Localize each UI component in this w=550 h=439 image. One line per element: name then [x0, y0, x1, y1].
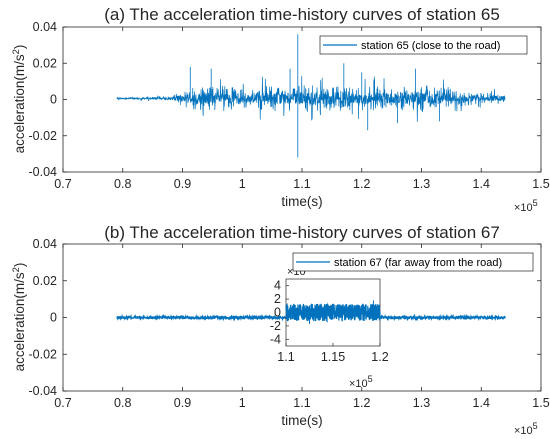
legend-label-b: station 67 (far away from the road): [334, 257, 502, 269]
x-tick-label: 1.3: [413, 396, 430, 410]
x-exponent-b: ×105: [514, 421, 538, 437]
inset-y-tick-label: 0: [274, 306, 281, 320]
x-tick-label: 1.1: [293, 177, 310, 191]
x-tick-label: 0.8: [114, 177, 131, 191]
y-tick-label: 0: [50, 93, 57, 107]
inset-trace-group: [285, 300, 381, 324]
x-tick-label: 1.1: [293, 396, 310, 410]
y-tick-label: 0: [50, 311, 57, 325]
y-tick-label: -0.04: [29, 165, 58, 179]
x-tick-label: 0.8: [114, 396, 131, 410]
chart-panel-a: (a) The acceleration time-history curves…: [11, 5, 550, 214]
x-exponent-a: ×105: [514, 198, 538, 214]
x-tick-label: 1: [239, 396, 246, 410]
x-tick-label: 0.7: [54, 396, 71, 410]
tick-group-a: 0.7 0.8 0.9 1 1.1 1.2 1.3 1.4 1.5 0.04 0.02 0 -0.02 -…: [29, 20, 550, 191]
x-tick-label: 0.9: [174, 177, 191, 191]
legend-label-a: station 65 (close to the road): [361, 40, 500, 52]
x-tick-label: 1.4: [473, 177, 490, 191]
y-tick-label: -0.02: [29, 347, 58, 361]
y-tick-label: -0.02: [29, 129, 58, 143]
chart-title-b: (b) The acceleration time-history curves…: [104, 223, 500, 242]
x-tick-label: 1.4: [473, 396, 490, 410]
chart-panel-b: (b) The acceleration time-history curves…: [11, 223, 550, 437]
inset-series-line: [285, 302, 381, 323]
inset-y-tick-label: 2: [274, 292, 281, 306]
x-tick-label: 0.7: [54, 177, 71, 191]
inset-x-tick-label: 1.1: [277, 350, 294, 364]
y-axis-label-b: acceleration(m/s2): [11, 263, 27, 372]
legend-box-b: [292, 252, 534, 272]
legend-a: station 65 (close to the road): [319, 35, 528, 55]
x-tick-label: 1.2: [353, 396, 370, 410]
tick-group-b: 0.7 0.8 0.9 1 1.1 1.2 1.3 1.4 1.5 0.04 0.02 0 -0.02 -…: [29, 237, 550, 410]
inset-x-tick-label: 1.15: [321, 350, 345, 364]
x-axis-label-a: time(s): [281, 194, 322, 209]
legend-box-a: [319, 35, 528, 55]
x-tick-label: 1.2: [353, 177, 370, 191]
legend-b: station 67 (far away from the road): [292, 252, 534, 272]
x-tick-label: 0.9: [174, 396, 191, 410]
y-tick-label: -0.04: [29, 384, 58, 398]
inset-y-tick-label: -4: [270, 332, 281, 346]
inset-x-exponent: ×105: [349, 374, 373, 390]
x-tick-label: 1: [239, 177, 246, 191]
y-tick-label: 0.02: [33, 56, 57, 70]
chart-title-a: (a) The acceleration time-history curves…: [104, 5, 500, 24]
inset-y-tick-label: -2: [270, 319, 281, 333]
series-line-station-65: [116, 75, 506, 122]
x-tick-label: 1.5: [532, 177, 549, 191]
trace-group-a: [116, 34, 506, 158]
x-tick-label: 1.5: [532, 396, 549, 410]
y-tick-label: 0.04: [33, 237, 57, 251]
x-tick-label: 1.3: [413, 177, 430, 191]
y-tick-label: 0.04: [33, 20, 57, 34]
inset-x-tick-label: 1.2: [371, 350, 388, 364]
y-tick-label: 0.02: [33, 274, 57, 288]
inset-tick-group: 1.1 1.15 1.2 420-2-4: [270, 279, 389, 364]
inset-y-tick-label: 4: [274, 279, 281, 293]
y-axis-label-a: acceleration(m/s2): [11, 45, 27, 154]
x-axis-label-b: time(s): [281, 413, 322, 428]
